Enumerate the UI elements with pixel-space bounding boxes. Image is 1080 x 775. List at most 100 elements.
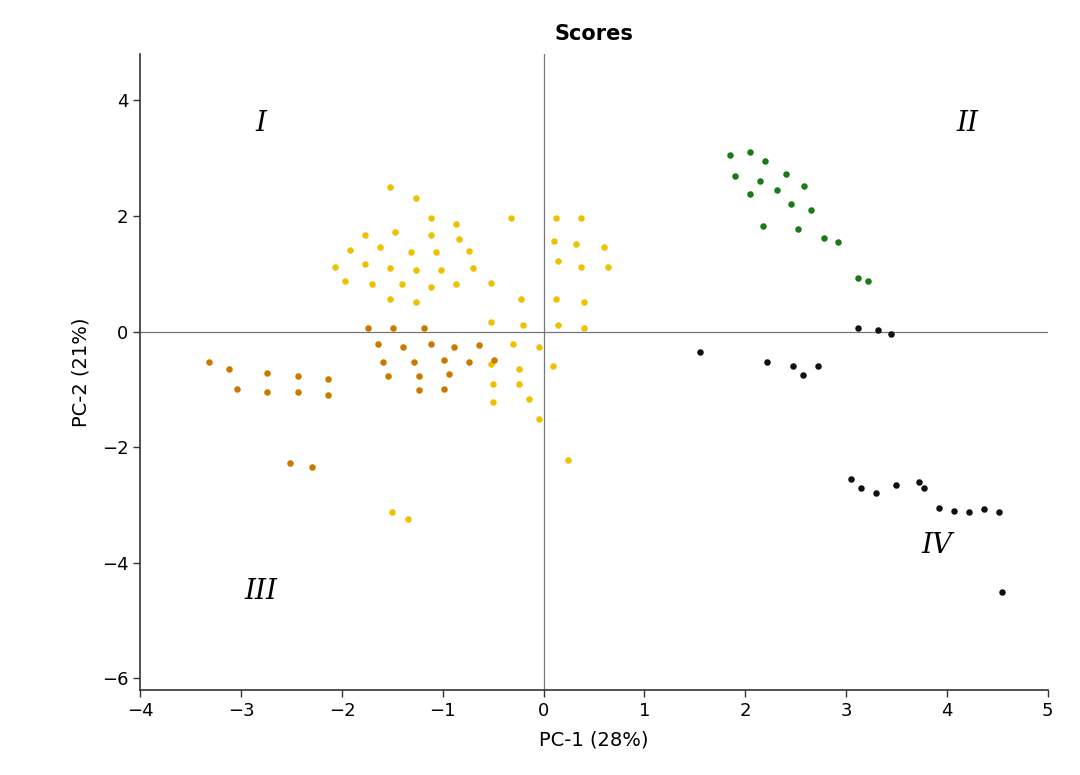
Point	[435, 353, 453, 366]
Point	[303, 460, 321, 473]
Point	[450, 233, 468, 246]
Point	[289, 370, 307, 382]
Point	[395, 341, 413, 353]
Point	[435, 383, 453, 395]
Point	[572, 260, 590, 273]
Point	[757, 155, 774, 167]
Point	[515, 319, 532, 331]
Point	[815, 232, 833, 244]
Point	[486, 353, 503, 366]
Point	[380, 370, 397, 382]
Point	[375, 356, 392, 368]
Point	[427, 246, 444, 259]
Point	[432, 264, 449, 277]
Point	[405, 356, 422, 368]
Point	[869, 324, 887, 336]
Point	[867, 487, 885, 500]
Point	[485, 377, 502, 390]
Point	[544, 360, 562, 372]
Point	[882, 328, 900, 340]
Point	[572, 212, 590, 224]
Point	[545, 235, 563, 247]
Point	[407, 264, 424, 277]
Point	[399, 512, 416, 525]
Point	[422, 338, 440, 350]
Point	[513, 292, 530, 305]
Point	[769, 184, 786, 196]
Point	[576, 322, 593, 334]
Point	[384, 322, 402, 334]
Point	[483, 315, 500, 328]
Point	[789, 222, 807, 235]
Point	[407, 295, 424, 308]
Y-axis label: PC-2 (21%): PC-2 (21%)	[72, 317, 91, 427]
Point	[281, 456, 298, 469]
Point	[755, 220, 772, 232]
Point	[447, 217, 464, 229]
Text: II: II	[956, 110, 978, 137]
Point	[990, 505, 1008, 518]
Point	[752, 175, 769, 188]
Point	[471, 339, 488, 352]
Point	[850, 272, 867, 284]
Point	[567, 238, 584, 250]
Point	[320, 388, 337, 401]
Point	[410, 370, 428, 382]
Point	[441, 368, 458, 381]
Point	[888, 478, 905, 491]
Point	[220, 363, 238, 375]
Point	[595, 240, 612, 253]
Point	[960, 505, 977, 518]
Point	[721, 149, 739, 161]
Point	[460, 356, 477, 368]
Point	[576, 295, 593, 308]
Point	[829, 236, 847, 248]
Point	[372, 240, 389, 253]
Point	[387, 226, 404, 239]
Point	[381, 181, 399, 193]
Point	[511, 377, 528, 390]
Point	[259, 367, 276, 379]
Point	[402, 246, 419, 259]
Point	[336, 275, 353, 288]
Point	[460, 244, 477, 257]
Point	[548, 292, 565, 305]
Point	[742, 146, 759, 159]
Point	[394, 278, 411, 291]
Point	[200, 356, 217, 368]
Point	[229, 383, 246, 395]
Point	[464, 262, 482, 274]
Point	[599, 260, 617, 273]
Point	[809, 360, 826, 373]
Point	[410, 384, 428, 397]
Point	[364, 278, 381, 291]
Point	[691, 346, 708, 358]
Point	[548, 212, 565, 224]
Point	[759, 356, 777, 368]
Point	[422, 281, 440, 293]
Point	[485, 396, 502, 408]
Point	[530, 341, 548, 353]
Point	[559, 453, 577, 466]
Point	[407, 191, 424, 204]
Point	[994, 585, 1011, 598]
Point	[326, 260, 343, 273]
Point	[381, 292, 399, 305]
Point	[511, 363, 528, 375]
Point	[341, 243, 359, 256]
Point	[504, 338, 522, 350]
Point	[447, 278, 464, 291]
Point	[777, 168, 794, 181]
Point	[369, 338, 387, 350]
Point	[445, 341, 462, 353]
Point	[483, 358, 500, 370]
Point	[910, 476, 928, 488]
Point	[483, 277, 500, 289]
Point	[727, 170, 744, 182]
Point	[381, 262, 399, 274]
Text: I: I	[256, 110, 267, 137]
Point	[289, 385, 307, 398]
Point	[356, 258, 374, 270]
Point	[784, 360, 801, 373]
Point	[842, 473, 860, 485]
